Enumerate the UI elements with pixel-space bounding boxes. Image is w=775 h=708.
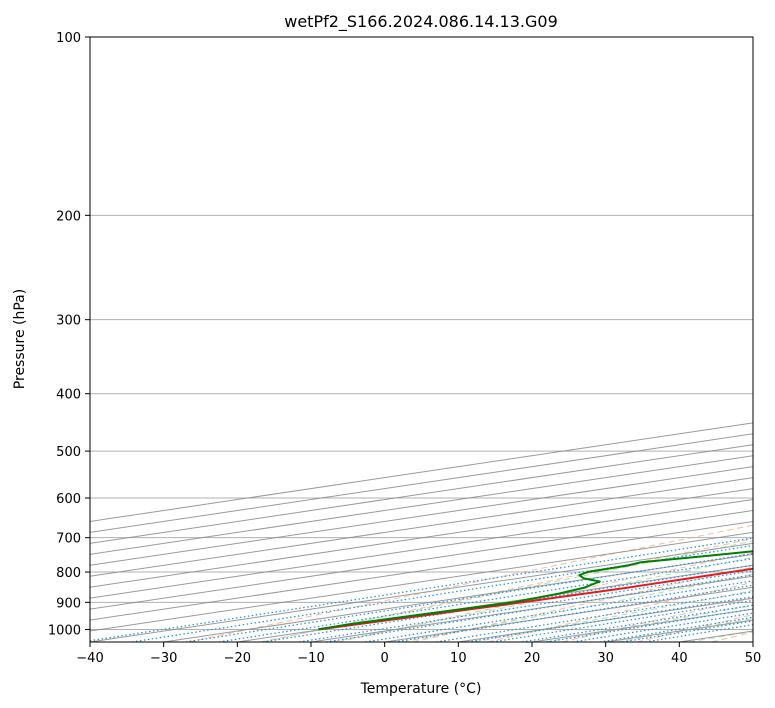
mixing-ratio-line (572, 612, 753, 642)
y-axis-label: Pressure (hPa) (12, 289, 28, 389)
y-tick-label: 900 (56, 596, 81, 611)
mixing-ratio-line (522, 604, 753, 642)
x-tick-label: −30 (150, 651, 177, 666)
y-tick-label: 300 (56, 314, 81, 329)
dry-adiabat (263, 538, 753, 642)
isotherm (90, 499, 753, 599)
chart-title: wetPf2_S166.2024.086.14.13.G09 (284, 12, 558, 32)
moist-adiabat (473, 590, 753, 642)
x-tick-label: −40 (76, 651, 103, 666)
y-tick-label: 1000 (48, 623, 81, 638)
mixing-ratio-line (90, 537, 753, 642)
moist-adiabat (403, 573, 753, 642)
y-tick-label: 200 (56, 209, 81, 224)
x-tick-label: −20 (224, 651, 251, 666)
isotherm (90, 444, 753, 544)
dry-adiabat (412, 566, 753, 642)
isotherm (90, 531, 753, 632)
isotherm (90, 455, 753, 555)
x-tick-label: −10 (297, 651, 324, 666)
x-axis-label: Temperature (°C) (360, 681, 482, 697)
y-tick-label: 400 (56, 388, 81, 403)
y-tick-label: 600 (56, 492, 81, 507)
dry-adiabat (188, 524, 753, 642)
x-tick-label: 20 (524, 651, 541, 666)
series-layer (317, 550, 753, 631)
axes: −40 −30 −20 −10 0 10 20 30 40 50 1000 900 800 700 600 5… (48, 31, 761, 666)
y-tick-label: 500 (56, 445, 81, 460)
dewpoint-profile (317, 550, 753, 631)
mixing-ratio-line (599, 616, 753, 642)
x-tick-label: 30 (597, 651, 614, 666)
isotherm (90, 509, 753, 610)
y-tick-label: 100 (56, 31, 81, 46)
mixing-ratio-line (218, 557, 753, 642)
background-lines (90, 37, 753, 642)
y-tick-label: 700 (56, 532, 81, 547)
isotherm (90, 477, 753, 577)
isotherm (90, 466, 753, 566)
plot-frame (89, 36, 754, 643)
isotherm (90, 520, 753, 621)
y-tick-label: 800 (56, 566, 81, 581)
x-tick-label: 40 (671, 651, 688, 666)
x-tick-label: 50 (745, 651, 762, 666)
mixing-ratio-line (492, 599, 753, 642)
x-tick-label: 10 (450, 651, 467, 666)
x-tick-label: 0 (381, 651, 389, 666)
isotherm (90, 488, 753, 588)
dry-adiabat (487, 581, 753, 642)
mixing-ratio-line (546, 608, 753, 642)
mixing-ratio-line (185, 552, 753, 642)
